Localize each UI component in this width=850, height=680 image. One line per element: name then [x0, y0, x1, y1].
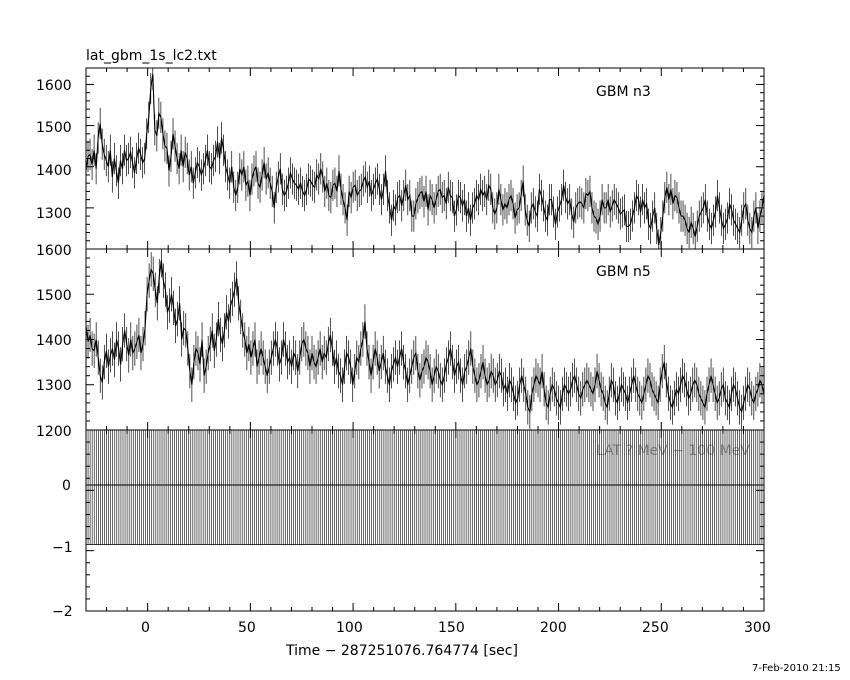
ytick-label-neg1-lat: −1 — [52, 540, 73, 556]
ytick-label-1400-n5: 1400 — [36, 333, 72, 349]
ytick-label-1600-n5: 1600 — [36, 243, 72, 259]
ytick-label-neg2-lat: −2 — [52, 604, 73, 620]
file-title: lat_gbm_1s_lc2.txt — [86, 48, 217, 64]
ytick-label-1300-n5: 1300 — [36, 378, 72, 394]
xtick-label-150: 150 — [438, 620, 465, 636]
series-line — [85, 74, 765, 245]
xtick-label-250: 250 — [642, 620, 669, 636]
panel-lat: 0 −1 −2 LAT ? MeV − 100 MeV — [52, 429, 765, 620]
ytick-label-1400-n3: 1400 — [36, 163, 72, 179]
ytick-label-0-lat: 0 — [62, 478, 71, 494]
timestamp: 7-Feb-2010 21:15 — [752, 663, 841, 674]
ytick-label-1500-n3: 1500 — [36, 120, 72, 136]
panel-gbm-n3-title: GBM n3 — [596, 84, 651, 100]
lat-hatch — [85, 430, 765, 546]
panel-lat-ticks — [85, 429, 765, 612]
series-line — [85, 260, 765, 414]
ytick-label-1200-n5: 1200 — [36, 424, 72, 440]
panel-gbm-n3-ticks — [85, 67, 765, 250]
ytick-label-1500-n5: 1500 — [36, 288, 72, 304]
xtick-label-100: 100 — [336, 620, 363, 636]
panel-lat-title: LAT ? MeV − 100 MeV — [596, 443, 750, 459]
xtick-label-0: 0 — [141, 620, 150, 636]
panel-gbm-n5-title: GBM n5 — [596, 264, 651, 280]
ytick-label-1300-n3: 1300 — [36, 206, 72, 222]
xtick-label-300: 300 — [744, 620, 771, 636]
panel-gbm-n3: 1600 1500 1400 1300 GBM n3 — [36, 67, 765, 250]
gbm-n3-series — [85, 68, 765, 249]
panel-gbm-n5: 1600 1500 1400 1300 1200 GBM n5 — [36, 243, 765, 440]
x-axis-label: Time − 287251076.764774 [sec] — [285, 643, 518, 659]
xtick-label-50: 50 — [238, 620, 256, 636]
ytick-label-1600-n3: 1600 — [36, 78, 72, 94]
xtick-label-200: 200 — [540, 620, 567, 636]
gbm-n5-series — [85, 249, 765, 430]
